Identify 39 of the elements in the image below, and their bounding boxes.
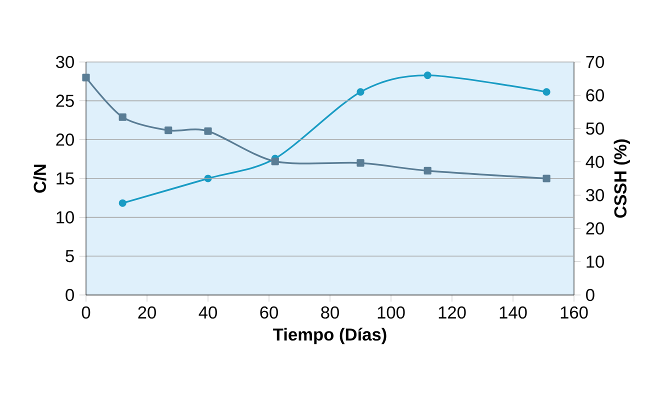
- point: [542, 174, 550, 182]
- y-tick-label: 5: [66, 250, 74, 262]
- y2-tick-label: 30: [586, 188, 604, 202]
- y2-tick-label: 10: [586, 256, 604, 268]
- point: [542, 88, 550, 96]
- x-tick-label: 120: [438, 306, 466, 319]
- point: [204, 127, 212, 135]
- y2-tick-label: 0: [586, 288, 594, 302]
- point: [271, 158, 279, 166]
- x-tick-label: 60: [260, 306, 278, 319]
- y-tick-label: 25: [56, 94, 74, 107]
- point: [356, 159, 364, 167]
- point: [82, 74, 90, 82]
- point: [424, 72, 432, 80]
- x-axis-title: Tiempo (Días): [273, 328, 386, 344]
- x-tick-label: 160: [560, 306, 588, 319]
- y2-tick-label: 60: [586, 89, 604, 102]
- y-axis-title: C/N: [33, 164, 46, 193]
- x-tick-label: 100: [378, 306, 405, 319]
- y2-axis-title: CSSH (%): [614, 139, 630, 218]
- y-tick-label: 20: [56, 134, 74, 146]
- x-tick-label: 140: [500, 306, 527, 319]
- x-tick-label: 0: [82, 306, 90, 319]
- y-tick-label: 30: [56, 56, 74, 68]
- y-tick-label: 10: [56, 211, 74, 224]
- y-tick-label: 0: [66, 288, 74, 302]
- point: [118, 113, 126, 121]
- y2-tick-label: 50: [586, 122, 604, 135]
- point: [118, 199, 126, 207]
- point: [424, 166, 432, 175]
- point: [356, 88, 364, 96]
- point: [164, 126, 172, 134]
- y2-tick-label: 20: [586, 222, 604, 235]
- y2-tick-label: 40: [586, 156, 604, 168]
- y2-tick-label: 70: [586, 56, 604, 68]
- y-tick-label: 15: [56, 172, 74, 185]
- x-tick-label: 20: [138, 306, 156, 319]
- x-tick-label: 40: [198, 306, 217, 319]
- x-tick-label: 80: [321, 306, 339, 319]
